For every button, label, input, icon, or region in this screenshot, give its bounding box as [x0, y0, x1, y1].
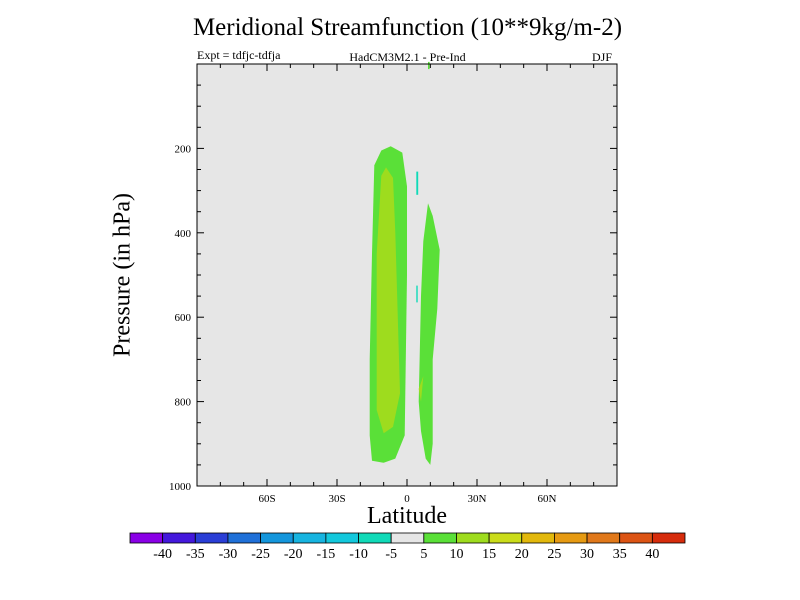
colorbar-swatch-7	[358, 532, 392, 544]
colorbar-label: 20	[515, 547, 529, 562]
colorbar-label: 35	[613, 547, 627, 562]
x-tick-label: 0	[404, 493, 410, 505]
colorbar-label: -5	[385, 547, 397, 562]
colorbar-label: -35	[186, 547, 205, 562]
x-tick-label: 30N	[468, 493, 487, 505]
colorbar-label: 15	[482, 547, 496, 562]
colorbar-label: -20	[284, 547, 303, 562]
x-tick-label: 60N	[538, 493, 557, 505]
colorbar-swatch-1	[162, 532, 196, 544]
x-tick-label: 60S	[258, 493, 275, 505]
contour-region-5	[416, 285, 418, 303]
y-tick-label: 400	[175, 228, 192, 240]
experiment-label: Expt = tdfjc-tdfja	[197, 48, 281, 62]
colorbar-swatch-6	[325, 532, 359, 544]
colorbar-swatch-0	[129, 532, 164, 544]
y-tick-label: 1000	[169, 481, 192, 493]
colorbar-label: -10	[349, 547, 368, 562]
colorbar-label: -25	[251, 547, 270, 562]
x-axis-label: Latitude	[367, 503, 447, 529]
season-label: DJF	[592, 50, 613, 64]
model-label: HadCM3M2.1 - Pre-Ind	[349, 50, 466, 64]
colorbar-label: 30	[580, 547, 594, 562]
colorbar-swatch-8	[390, 532, 425, 544]
colorbar-label: -15	[317, 547, 336, 562]
colorbar-swatch-10	[456, 532, 490, 544]
colorbar-swatch-5	[292, 532, 327, 544]
colorbar-swatch-14	[586, 532, 621, 544]
contour-region-4	[416, 171, 419, 195]
y-tick-label: 600	[175, 312, 192, 324]
colorbar-label: 40	[645, 547, 659, 562]
colorbar-swatch-2	[194, 532, 229, 544]
colorbar-label: 10	[449, 547, 463, 562]
colorbar-swatch-9	[423, 532, 457, 544]
colorbar-label: 5	[420, 547, 427, 562]
colorbar-swatch-3	[227, 532, 261, 544]
colorbar-label: -30	[219, 547, 238, 562]
colorbar-swatch-15	[619, 532, 653, 544]
y-tick-label: 200	[175, 143, 192, 155]
chart-title: Meridional Streamfunction (10**9kg/m-2)	[192, 14, 623, 41]
contour-region-3	[418, 376, 424, 402]
colorbar-label: -40	[153, 547, 172, 562]
colorbar-swatch-11	[488, 532, 523, 544]
contour-region-2	[418, 203, 440, 465]
contour-region-6	[428, 61, 430, 70]
x-tick-label: 30S	[328, 493, 345, 505]
colorbar-swatch-4	[260, 532, 294, 544]
contour-region-1	[376, 167, 400, 434]
colorbar-swatch-16	[651, 532, 686, 544]
y-tick-label: 800	[175, 397, 192, 409]
colorbar-label: 25	[547, 547, 561, 562]
colorbar-swatch-12	[521, 532, 555, 544]
colorbar-swatch-13	[554, 532, 588, 544]
